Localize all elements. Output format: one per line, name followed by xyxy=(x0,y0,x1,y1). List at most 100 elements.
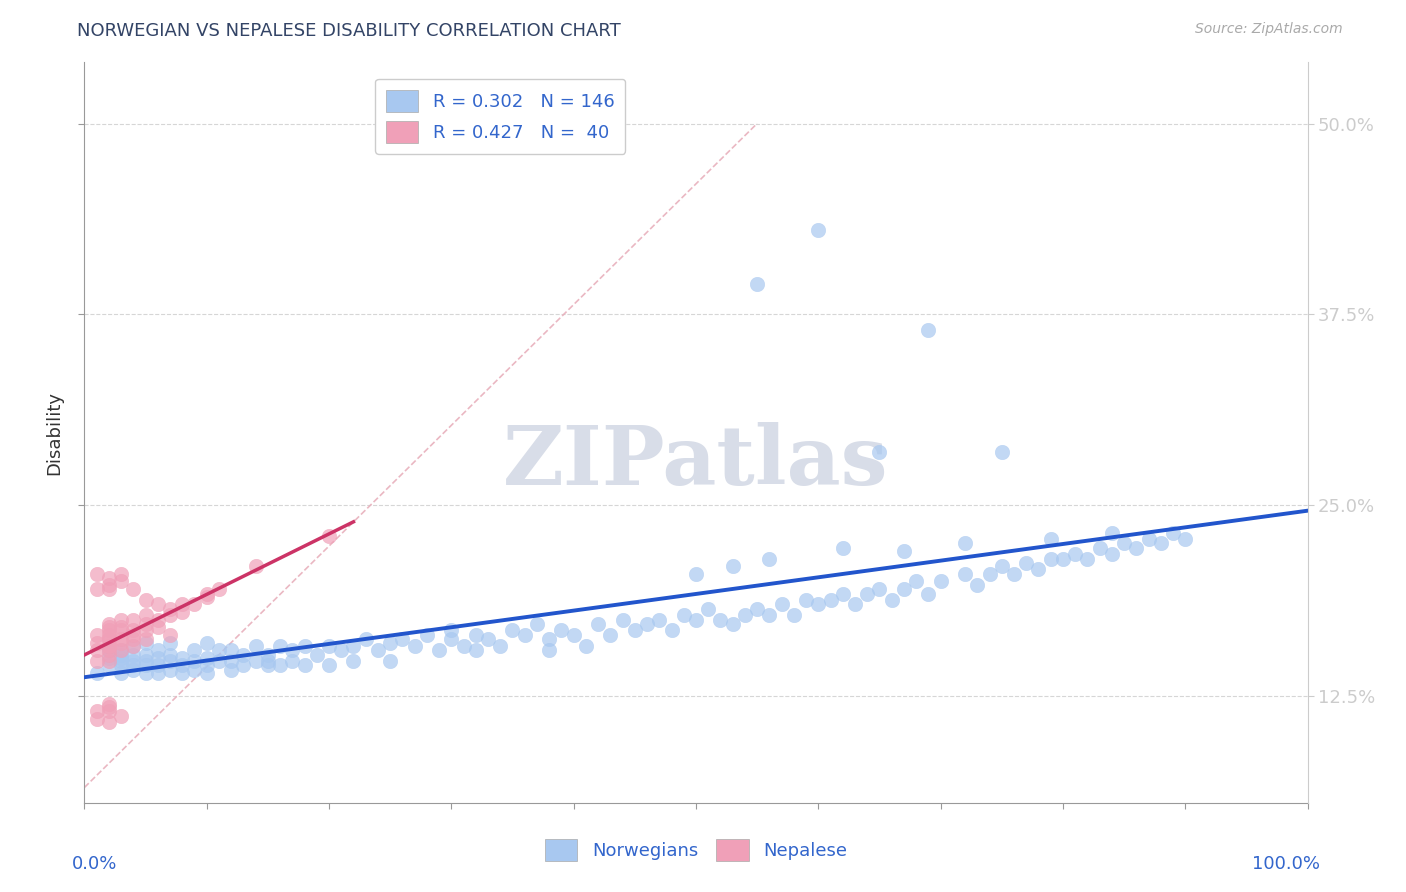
Point xyxy=(648,613,671,627)
Point xyxy=(135,632,157,647)
Point xyxy=(110,708,132,723)
Point xyxy=(219,654,242,668)
Point xyxy=(269,639,291,653)
Point xyxy=(183,598,205,612)
Point xyxy=(380,654,402,668)
Point xyxy=(97,643,120,657)
Point xyxy=(477,632,499,647)
Point xyxy=(318,639,340,653)
Point xyxy=(86,643,108,657)
Point xyxy=(1039,551,1062,566)
Point xyxy=(721,617,744,632)
Point xyxy=(856,587,879,601)
Point xyxy=(86,582,108,596)
Point xyxy=(135,666,157,681)
Point xyxy=(110,654,132,668)
Point xyxy=(110,635,132,649)
Point xyxy=(172,658,194,673)
Point xyxy=(330,643,353,657)
Point xyxy=(86,666,108,681)
Point xyxy=(97,571,120,585)
Point xyxy=(929,574,952,589)
Point xyxy=(281,643,304,657)
Point xyxy=(794,592,817,607)
Point xyxy=(489,639,512,653)
Point xyxy=(318,529,340,543)
Point xyxy=(159,654,181,668)
Point xyxy=(97,617,120,632)
Point xyxy=(893,544,915,558)
Y-axis label: Disability: Disability xyxy=(45,391,63,475)
Point xyxy=(232,648,254,662)
Point xyxy=(624,624,647,638)
Point xyxy=(269,658,291,673)
Point xyxy=(538,632,561,647)
Point xyxy=(195,587,218,601)
Point xyxy=(110,620,132,634)
Point xyxy=(245,639,267,653)
Point xyxy=(1015,556,1038,570)
Point xyxy=(820,592,842,607)
Point xyxy=(110,648,132,662)
Point xyxy=(1076,551,1098,566)
Point xyxy=(135,635,157,649)
Point xyxy=(1161,525,1184,540)
Point xyxy=(97,620,120,634)
Point xyxy=(219,663,242,677)
Point xyxy=(880,592,903,607)
Point xyxy=(758,551,780,566)
Point xyxy=(110,613,132,627)
Point xyxy=(172,666,194,681)
Point xyxy=(294,639,316,653)
Point xyxy=(97,648,120,662)
Legend: Norwegians, Nepalese: Norwegians, Nepalese xyxy=(537,831,855,868)
Point xyxy=(636,617,658,632)
Point xyxy=(807,598,830,612)
Point xyxy=(1039,532,1062,546)
Point xyxy=(257,654,280,668)
Point xyxy=(86,712,108,726)
Point xyxy=(97,628,120,642)
Point xyxy=(513,628,536,642)
Point xyxy=(183,643,205,657)
Point xyxy=(599,628,621,642)
Point xyxy=(685,566,707,581)
Point xyxy=(97,639,120,653)
Point xyxy=(135,608,157,623)
Point xyxy=(245,654,267,668)
Point xyxy=(172,650,194,665)
Text: ZIPatlas: ZIPatlas xyxy=(503,422,889,502)
Point xyxy=(146,658,169,673)
Point xyxy=(159,602,181,616)
Point xyxy=(575,639,598,653)
Point xyxy=(172,605,194,619)
Point xyxy=(586,617,609,632)
Point xyxy=(195,658,218,673)
Point xyxy=(1125,541,1147,555)
Point xyxy=(342,654,364,668)
Text: 0.0%: 0.0% xyxy=(72,855,118,872)
Point xyxy=(281,654,304,668)
Point xyxy=(257,658,280,673)
Point xyxy=(135,648,157,662)
Point xyxy=(122,613,145,627)
Point xyxy=(1002,566,1025,581)
Point xyxy=(219,643,242,657)
Point xyxy=(122,628,145,642)
Point xyxy=(97,643,120,657)
Point xyxy=(135,654,157,668)
Point xyxy=(770,598,793,612)
Point xyxy=(146,598,169,612)
Point xyxy=(1052,551,1074,566)
Point xyxy=(110,566,132,581)
Point xyxy=(159,628,181,642)
Point xyxy=(97,632,120,647)
Point xyxy=(869,444,891,458)
Point xyxy=(122,648,145,662)
Point xyxy=(1101,547,1123,561)
Point xyxy=(183,654,205,668)
Point xyxy=(1150,536,1173,550)
Point xyxy=(354,632,377,647)
Point xyxy=(685,613,707,627)
Point xyxy=(146,643,169,657)
